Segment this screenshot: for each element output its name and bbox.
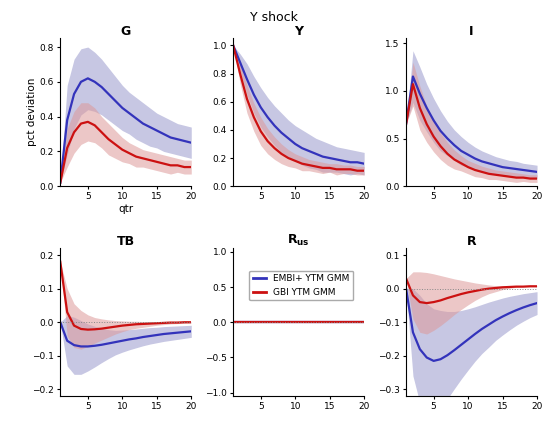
X-axis label: qtr: qtr xyxy=(118,204,133,214)
Title: TB: TB xyxy=(117,235,135,248)
Title: $\mathbf{R}_{\mathbf{us}}$: $\mathbf{R}_{\mathbf{us}}$ xyxy=(287,233,310,248)
Title: R: R xyxy=(467,235,476,248)
Legend: EMBI+ YTM GMM, GBI YTM GMM: EMBI+ YTM GMM, GBI YTM GMM xyxy=(249,271,353,300)
Text: Y shock: Y shock xyxy=(250,11,298,24)
Title: G: G xyxy=(121,25,131,38)
Title: Y: Y xyxy=(294,25,303,38)
Title: I: I xyxy=(469,25,474,38)
Y-axis label: pct deviation: pct deviation xyxy=(27,78,37,147)
